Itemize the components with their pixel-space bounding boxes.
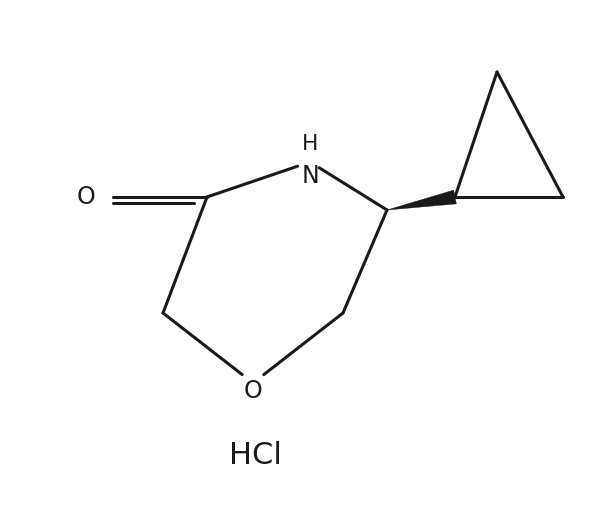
Text: O: O (244, 379, 263, 403)
Text: HCl: HCl (229, 440, 282, 470)
Text: O: O (76, 185, 95, 209)
Text: N: N (301, 164, 319, 188)
Text: H: H (302, 134, 318, 154)
Polygon shape (387, 190, 456, 210)
